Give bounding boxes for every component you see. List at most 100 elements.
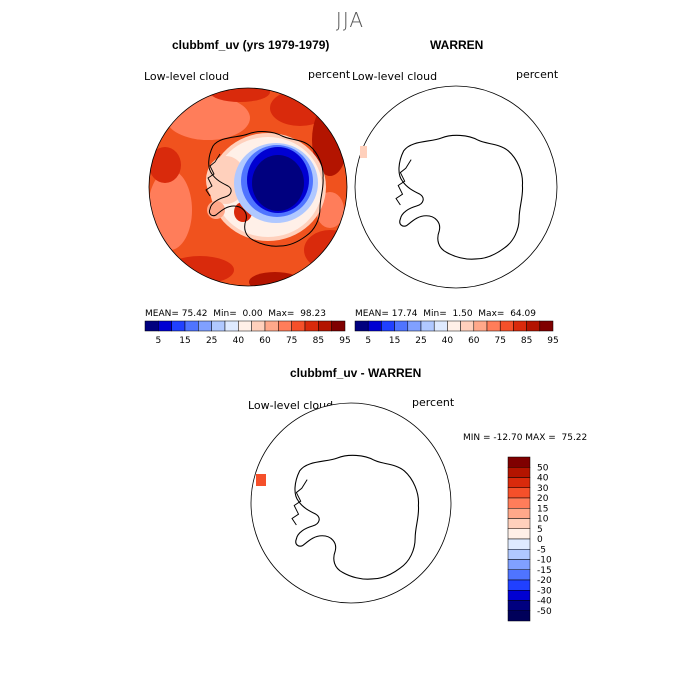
panel1-mean-value: 75.42: [181, 309, 208, 319]
panel3-colorbar-swatch: [507, 569, 531, 581]
panel3-colorbar-tick-label: 0: [537, 535, 543, 545]
panel2-colorbar-swatch: [447, 320, 461, 332]
panel2-colorbar-tick-label: 75: [494, 336, 505, 346]
panel3-colorbar-tick-label: -20: [537, 576, 552, 586]
panel2-max-label: Max=: [478, 309, 505, 319]
panel2-colorbar-tick-label: 85: [521, 336, 532, 346]
panel1-colorbar-swatch: [171, 320, 186, 332]
panel3-colorbar-swatch: [507, 538, 531, 550]
panel1-colorbar-tick-label: 40: [233, 336, 245, 346]
panel3-colorbar-tick-label: -50: [537, 607, 552, 617]
panel3-units-label: percent: [412, 396, 455, 409]
panel2-colorbar-tick-label: 95: [547, 336, 558, 346]
panel2-colorbar: 5 15 25 40 60 75 85 95: [354, 320, 559, 346]
panel2-stats: MEAN= 17.74 Min= 1.50 Max= 64.09: [355, 309, 536, 319]
panel2-colorbar-tick-label: 5: [365, 336, 371, 346]
panel1-colorbar-tick-label: 75: [286, 336, 297, 346]
panel2-mean-label: MEAN=: [355, 309, 389, 319]
panel3-colorbar-tick-label: -5: [537, 545, 546, 555]
panel2-title: WARREN: [430, 38, 484, 52]
panel1-colorbar-swatch: [318, 320, 332, 332]
panel1-colorbar-tick-label: 60: [259, 336, 271, 346]
panel2-min-value: 1.50: [452, 309, 473, 319]
panel1-colorbar-swatch: [184, 320, 199, 332]
panel1-colorbar-tick-label: 95: [339, 336, 350, 346]
panel1-colorbar-swatch: [224, 320, 239, 332]
panel2-colorbar-swatch: [354, 320, 369, 332]
panel2-units-label: percent: [516, 68, 559, 81]
panel2-colorbar-swatch: [460, 320, 475, 332]
panel2-colorbar-tick-label: 40: [442, 336, 454, 346]
panel3-colorbar-swatch: [507, 610, 531, 622]
panel2-colorbar-swatch: [513, 320, 527, 332]
panel1-colorbar-swatch: [198, 320, 212, 332]
panel3-minmax-text: MIN = -12.70 MAX = 75.22: [463, 433, 588, 443]
panel2-colorbar-tick-label: 60: [468, 336, 480, 346]
panel3-field-label: Low-level cloud: [248, 399, 334, 412]
panel3-colorbar-swatch: [507, 487, 531, 499]
panel2-colorbar-swatch: [407, 320, 422, 332]
panel2-colorbar-swatch: [394, 320, 409, 332]
panel2-colorbar-swatch: [433, 320, 448, 332]
panel3-colorbar-tick-label: 10: [537, 515, 549, 525]
panel2-map: [354, 85, 558, 289]
panel1-min-label: Min=: [213, 309, 237, 319]
panel3-colorbar-swatch: [507, 518, 531, 529]
panel3-field-patch: [256, 474, 266, 486]
panel3-colorbar-tick-label: 40: [537, 474, 549, 484]
panel2-colorbar-swatch: [526, 320, 541, 332]
figure-season-title: JJA: [335, 8, 365, 32]
panel1-colorbar-swatch: [264, 320, 279, 332]
panel2-colorbar-swatch: [367, 320, 382, 332]
panel1-colorbar: 5 15 25 40 60 75 85 95: [144, 320, 351, 346]
panel1-colorbar-tick-label: 15: [179, 336, 190, 346]
panel3-colorbar-swatch: [507, 549, 531, 560]
panel3-title: clubbmf_uv - WARREN: [290, 366, 422, 380]
panel3-colorbar-tick-label: 30: [537, 484, 549, 494]
panel3-colorbar-swatch: [507, 477, 531, 488]
panel1-title: clubbmf_uv (yrs 1979-1979): [172, 38, 330, 52]
panel1-colorbar-tick-label: 85: [313, 336, 324, 346]
panel1-colorbar-swatch: [304, 320, 319, 332]
panel1-colorbar-swatch: [278, 320, 292, 332]
panel2-colorbar-swatch: [499, 320, 514, 332]
panel1-field-label: Low-level cloud: [144, 70, 230, 83]
panel1-units-label: percent: [308, 68, 351, 81]
panel2-colorbar-swatch: [473, 320, 488, 332]
panel2-colorbar-swatch: [486, 320, 501, 332]
panel1-max-label: Max=: [268, 309, 295, 319]
panel1-colorbar-swatch: [291, 320, 306, 332]
panel1-map: [148, 87, 348, 287]
panel1-min-value: 0.00: [242, 309, 263, 319]
panel3-colorbar-tick-label: 5: [537, 525, 543, 535]
panel2-min-label: Min=: [423, 309, 447, 319]
panel3-colorbar-swatch: [507, 579, 531, 591]
panel2-colorbar-swatch: [539, 320, 554, 332]
panel2-field-label: Low-level cloud: [352, 70, 438, 83]
panel1-colorbar-swatch: [158, 320, 172, 332]
panel3-colorbar-swatch: [507, 456, 531, 468]
panel2-colorbar-swatch: [420, 320, 435, 332]
panel3-colorbar-swatch: [507, 497, 531, 509]
panel3-colorbar-tick-label: 15: [537, 504, 548, 514]
panel3-colorbar-swatch: [507, 600, 531, 611]
panel1-colorbar-tick-label: 5: [155, 336, 161, 346]
panel2-max-value: 64.09: [510, 309, 536, 319]
panel1-colorbar-swatch: [331, 320, 346, 332]
panel3-colorbar-tick-label: -30: [537, 586, 552, 596]
panel3-colorbar-tick-label: 20: [537, 494, 549, 504]
panel2-colorbar-tick-label: 25: [415, 336, 426, 346]
panel1-colorbar-swatch: [251, 320, 266, 332]
panel3-colorbar-swatch: [507, 590, 531, 601]
panel1-max-value: 98.23: [300, 309, 326, 319]
panel2-field-patch: [360, 146, 367, 158]
panel3-colorbar-swatch: [507, 467, 531, 478]
panel1-mean-label: MEAN=: [145, 309, 179, 319]
panel3-colorbar-tick-label: -15: [537, 566, 552, 576]
panel3-colorbar-swatch: [507, 559, 531, 570]
panel3-colorbar-tick-label: 50: [537, 463, 549, 473]
panel3-colorbar-swatch: [507, 508, 531, 519]
panel1-colorbar-tick-label: 25: [206, 336, 217, 346]
